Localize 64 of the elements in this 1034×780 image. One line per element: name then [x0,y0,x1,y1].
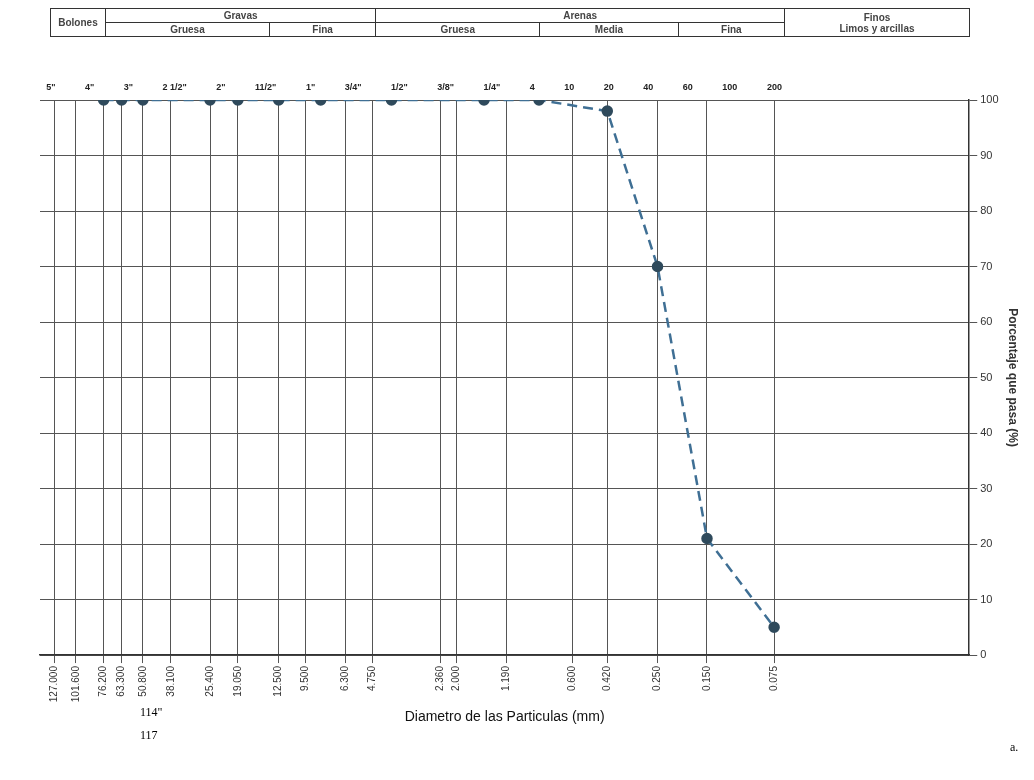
x-tick-label: 0.150 [700,665,712,692]
text: 100 [722,82,738,92]
y-tick-label: 60 [980,315,993,328]
x-tick-label: 2.000 [449,665,461,692]
x-tick-label: 19.050 [231,665,243,697]
text: 3/8" [437,82,454,92]
text: a. [1010,740,1019,755]
y-tick-label: 70 [980,259,993,272]
x-tick-label: 76.200 [97,665,109,697]
y-tick-label: 40 [980,426,993,439]
text: 114" [140,705,163,720]
x-tick-label: 4.750 [366,665,378,692]
text: 40 [643,82,654,92]
x-tick-label: 1.190 [500,665,512,692]
x-tick-label: 38.100 [164,665,176,697]
text: 20 [603,82,614,92]
text: 4 [529,82,535,92]
text: Gravas [105,8,376,23]
x-tick-label: 2.360 [433,665,445,692]
text: 5" [46,82,56,92]
text: 1" [305,82,316,92]
y-tick-label: 100 [980,93,999,106]
x-tick-label: 0.420 [601,665,613,692]
x-axis-title: Diametro de las Particulas (mm) [404,708,605,725]
x-tick-label: 0.075 [767,665,779,692]
text: Finos [863,11,891,23]
text: Limos y arcillas [839,22,915,34]
y-tick-label: 20 [980,537,993,550]
y-tick-label: 0 [980,648,987,661]
x-tick-label: 50.800 [136,665,148,697]
x-tick-label: 12.500 [272,665,284,697]
text: 60 [682,82,693,92]
text: Gruesa [375,22,540,37]
y-tick-label: 10 [980,592,993,605]
text: 10 [564,82,575,92]
text: Media [539,22,679,37]
x-tick-label: 9.500 [299,665,311,692]
y-tick-label: 80 [980,204,993,217]
text: Fina [269,22,376,37]
x-tick-label: 6.300 [338,665,350,692]
text: 3/4" [344,82,362,92]
y-tick-label: 90 [980,148,993,161]
text: Gruesa [105,22,270,37]
x-tick-label: 63.300 [115,665,127,697]
y-axis-title: Porcentaje que pasa (%) [1006,308,1021,447]
text: 1/2" [390,82,408,92]
y-tick-label: 30 [980,481,993,494]
x-tick-label: 0.600 [566,665,578,692]
text: 2 1/2" [162,82,187,92]
text: Bolones [50,8,106,37]
y-tick-label: 50 [980,370,993,383]
text: 1/4" [483,82,501,92]
text: Fina [678,22,785,37]
x-tick-label: 25.400 [203,665,215,697]
text: 117 [140,728,159,743]
text: 3" [123,82,133,92]
text: 4" [84,82,95,92]
x-tick-label: 101.600 [69,665,81,703]
text: 2" [216,82,226,92]
x-tick-label: 127.000 [47,665,59,703]
text: Arenas [375,8,785,23]
x-tick-label: 0.250 [651,665,663,692]
text: 11/2" [255,82,277,92]
text: 200 [766,82,782,92]
